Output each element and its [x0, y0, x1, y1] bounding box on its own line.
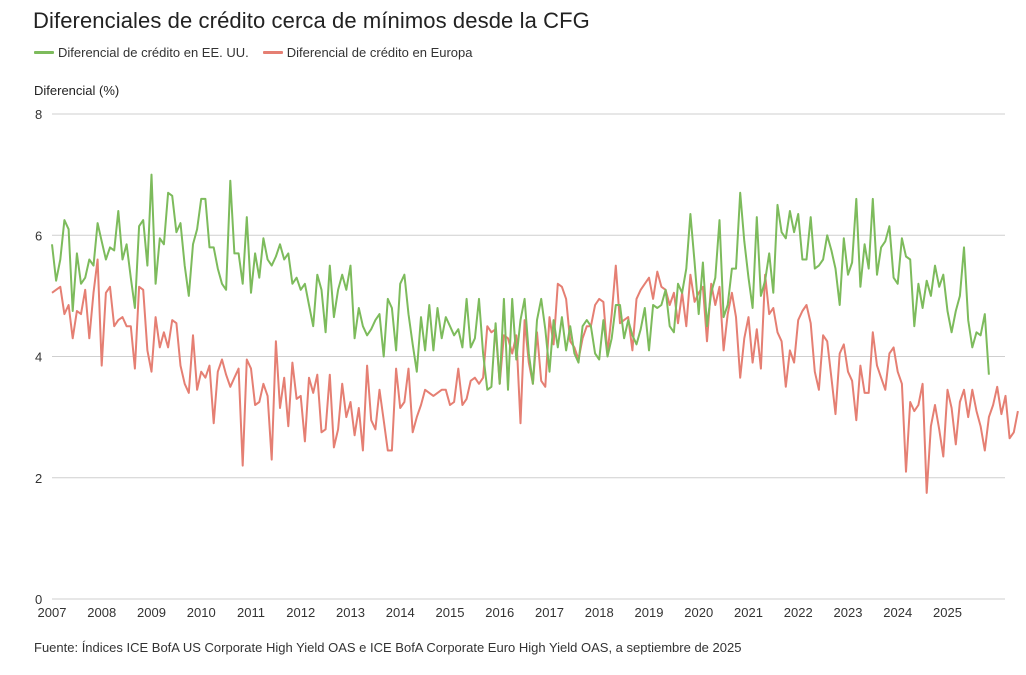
x-tick-label: 2016 [485, 605, 514, 620]
series-line-europe [51, 258, 1019, 494]
x-tick-label: 2008 [87, 605, 116, 620]
x-tick-label: 2025 [933, 605, 962, 620]
x-tick-labels: 2007 2008 2009 2010 2011 2012 2013 2014 2015 2016… [38, 605, 962, 620]
y-tick-label: 0 [35, 592, 42, 607]
series-lines [51, 173, 1019, 494]
legend-swatch-us [34, 51, 54, 54]
y-tick-label: 6 [35, 228, 42, 243]
y-tick-label: 8 [35, 107, 42, 122]
source-note: Fuente: Índices ICE BofA US Corporate Hi… [34, 640, 742, 655]
x-tick-label: 2020 [684, 605, 713, 620]
x-tick-label: 2019 [635, 605, 664, 620]
series-line-us [51, 173, 990, 391]
x-tick-label: 2024 [883, 605, 912, 620]
x-tick-label: 2007 [38, 605, 67, 620]
y-tick-label: 2 [35, 471, 42, 486]
x-tick-label: 2017 [535, 605, 564, 620]
legend-item-us[interactable]: Diferencial de crédito en EE. UU. [34, 45, 249, 60]
x-tick-label: 2014 [386, 605, 415, 620]
legend: Diferencial de crédito en EE. UU. Difere… [34, 45, 473, 60]
legend-item-europe[interactable]: Diferencial de crédito en Europa [262, 45, 473, 60]
x-tick-label: 2010 [187, 605, 216, 620]
x-tick-label: 2018 [585, 605, 614, 620]
chart-title: Diferenciales de crédito cerca de mínimo… [33, 8, 590, 33]
x-tick-label: 2009 [137, 605, 166, 620]
legend-label-us: Diferencial de crédito en EE. UU. [58, 45, 249, 60]
x-tick-label: 2022 [784, 605, 813, 620]
y-tick-labels: 0 2 4 6 8 [35, 107, 42, 607]
x-tick-label: 2021 [734, 605, 763, 620]
legend-label-europe: Diferencial de crédito en Europa [286, 45, 473, 60]
y-tick-label: 4 [35, 350, 42, 365]
x-tick-label: 2013 [336, 605, 365, 620]
legend-swatch-europe [262, 51, 283, 54]
y-axis-label: Diferencial (%) [34, 83, 120, 98]
x-tick-label: 2015 [436, 605, 465, 620]
x-tick-label: 2023 [834, 605, 863, 620]
x-tick-label: 2011 [237, 605, 265, 620]
x-tick-label: 2012 [286, 605, 315, 620]
